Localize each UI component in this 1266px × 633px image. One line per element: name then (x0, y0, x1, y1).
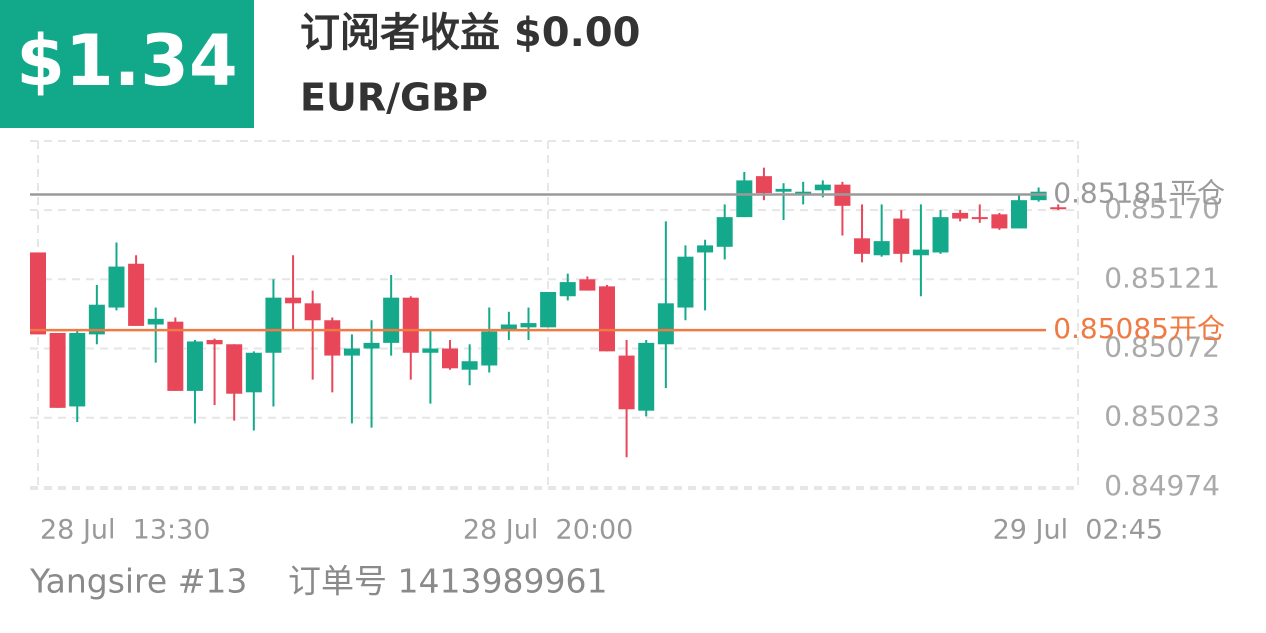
candle-body (814, 184, 831, 191)
y-tick-label: 0.84974 (1104, 469, 1220, 502)
candle-body (265, 297, 282, 353)
candle-body (500, 324, 517, 331)
candle-body (854, 238, 871, 254)
candle-body (755, 176, 772, 194)
candle-body (128, 263, 145, 326)
candle-body (912, 249, 929, 256)
y-tick-label: 0.85170 (1104, 192, 1220, 225)
candle-body (324, 320, 341, 356)
candle-body (108, 266, 125, 308)
candle-body (932, 217, 949, 253)
candle-body (383, 297, 400, 343)
candle-body (775, 188, 792, 192)
x-tick-label: 28 Jul 20:00 (463, 515, 634, 546)
candle-body (991, 214, 1008, 229)
candle-body (559, 282, 576, 297)
candle-body (481, 331, 498, 366)
candle-body (69, 332, 86, 407)
candle-body (736, 180, 753, 218)
candle-body (363, 342, 380, 349)
candle-body (893, 218, 910, 254)
candle-body (540, 292, 557, 328)
candle-body (30, 252, 46, 335)
candle-body (1030, 191, 1047, 201)
candle-body (285, 297, 302, 304)
candle-body (226, 344, 243, 394)
candle-body (402, 297, 419, 353)
order-number: 订单号 1413989961 (288, 562, 607, 601)
x-tick-label: 28 Jul 13:30 (40, 515, 211, 546)
candle-body (520, 323, 537, 328)
y-tick-label: 0.85072 (1104, 331, 1220, 364)
candle-body (49, 332, 66, 408)
candle-body (677, 256, 694, 308)
candle-body (147, 318, 164, 325)
candle-body (795, 191, 812, 194)
candle-body (697, 245, 714, 253)
candle-body (716, 217, 733, 247)
account: Yangsire #13 (29, 562, 247, 601)
candle-body (304, 303, 321, 321)
price-level-label: 0.85085开仓 (1053, 312, 1225, 345)
amount: $1.34 (16, 20, 237, 102)
candle-body (971, 217, 988, 220)
amount-badge (0, 0, 254, 128)
x-tick-label: 29 Jul 02:45 (993, 515, 1164, 546)
candle-body (657, 303, 674, 345)
candle-body (206, 340, 223, 345)
candle-body (343, 348, 360, 356)
candle-body (873, 241, 890, 256)
candle-body (598, 286, 615, 352)
y-tick-label: 0.85023 (1104, 400, 1220, 433)
candle-body (167, 321, 184, 391)
candle-body (1011, 200, 1027, 229)
candle-body (88, 304, 105, 335)
candle-body (461, 361, 478, 370)
title: 订阅者收益 $0.00 (300, 10, 640, 56)
y-tick-label: 0.85121 (1104, 261, 1220, 294)
candle-body (186, 341, 203, 391)
candle-body (638, 342, 655, 411)
candle-body (579, 279, 596, 291)
candle-body (422, 348, 439, 353)
symbol: EUR/GBP (300, 76, 488, 120)
price-level-label: 0.85181平仓 (1053, 177, 1225, 210)
candle-body (1050, 207, 1067, 210)
candle-body (245, 352, 262, 393)
candle-body (952, 212, 969, 219)
candle-body (442, 348, 459, 369)
candle-body (618, 355, 635, 410)
